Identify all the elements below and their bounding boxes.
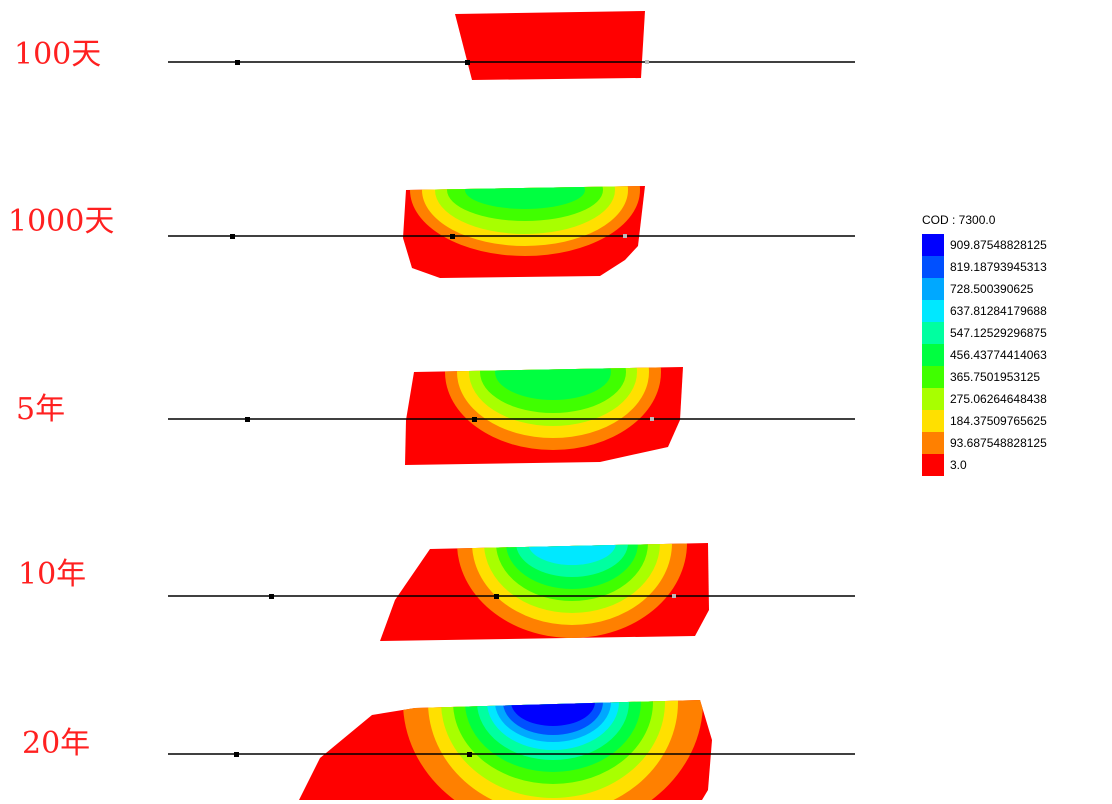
- legend-label: 184.37509765625: [950, 414, 1047, 428]
- legend-swatch: [922, 454, 944, 476]
- legend-item: 3.0: [922, 454, 1047, 476]
- well-marker: [465, 60, 470, 65]
- legend-label: 93.687548828125: [950, 436, 1047, 450]
- well-marker: [467, 752, 472, 757]
- plume-panel-1000d: [168, 186, 855, 278]
- legend-label: 547.12529296875: [950, 326, 1047, 340]
- well-marker: [269, 594, 274, 599]
- legend-label: 456.43774414063: [950, 348, 1047, 362]
- well-marker: [230, 234, 235, 239]
- legend-item: 637.81284179688: [922, 300, 1047, 322]
- panel-label-1000d: 1000天: [8, 204, 115, 239]
- legend-swatch: [922, 300, 944, 322]
- legend: COD : 7300.0 909.87548828125 819.18793945…: [922, 212, 1047, 476]
- plume-panel-100d: [168, 11, 855, 80]
- well-marker: [645, 60, 649, 64]
- well-marker: [245, 417, 250, 422]
- panel-label-20y: 20年: [22, 726, 91, 761]
- legend-swatch: [922, 278, 944, 300]
- plume-panel-5y: [168, 367, 855, 465]
- panel-label-10y: 10年: [18, 557, 87, 592]
- legend-swatch: [922, 366, 944, 388]
- legend-rows: 909.87548828125 819.18793945313 728.500390…: [922, 234, 1047, 476]
- legend-item: 275.06264648438: [922, 388, 1047, 410]
- legend-swatch: [922, 256, 944, 278]
- legend-item: 909.87548828125: [922, 234, 1047, 256]
- legend-label: 909.87548828125: [950, 238, 1047, 252]
- legend-item: 547.12529296875: [922, 322, 1047, 344]
- well-marker: [234, 752, 239, 757]
- legend-item: 365.7501953125: [922, 366, 1047, 388]
- legend-swatch: [922, 234, 944, 256]
- legend-swatch: [922, 388, 944, 410]
- legend-swatch: [922, 322, 944, 344]
- legend-label: 3.0: [950, 458, 967, 472]
- legend-item: 456.43774414063: [922, 344, 1047, 366]
- legend-label: 275.06264648438: [950, 392, 1047, 406]
- legend-item: 819.18793945313: [922, 256, 1047, 278]
- well-marker: [494, 594, 499, 599]
- legend-item: 728.500390625: [922, 278, 1047, 300]
- well-marker: [650, 417, 654, 421]
- legend-item: 184.37509765625: [922, 410, 1047, 432]
- legend-label: 637.81284179688: [950, 304, 1047, 318]
- legend-swatch: [922, 410, 944, 432]
- legend-item: 93.687548828125: [922, 432, 1047, 454]
- well-marker: [672, 594, 676, 598]
- legend-swatch: [922, 344, 944, 366]
- panel-label-100d: 100天: [14, 37, 102, 72]
- panel-label-5y: 5年: [16, 392, 66, 427]
- well-marker: [235, 60, 240, 65]
- well-marker: [450, 234, 455, 239]
- legend-title: COD : 7300.0: [922, 213, 996, 227]
- legend-label: 819.18793945313: [950, 260, 1047, 274]
- well-marker: [623, 234, 627, 238]
- plume-panel-10y: [168, 543, 855, 641]
- well-marker: [472, 417, 477, 422]
- legend-label: 728.500390625: [950, 282, 1034, 296]
- legend-label: 365.7501953125: [950, 370, 1041, 384]
- legend-swatch: [922, 432, 944, 454]
